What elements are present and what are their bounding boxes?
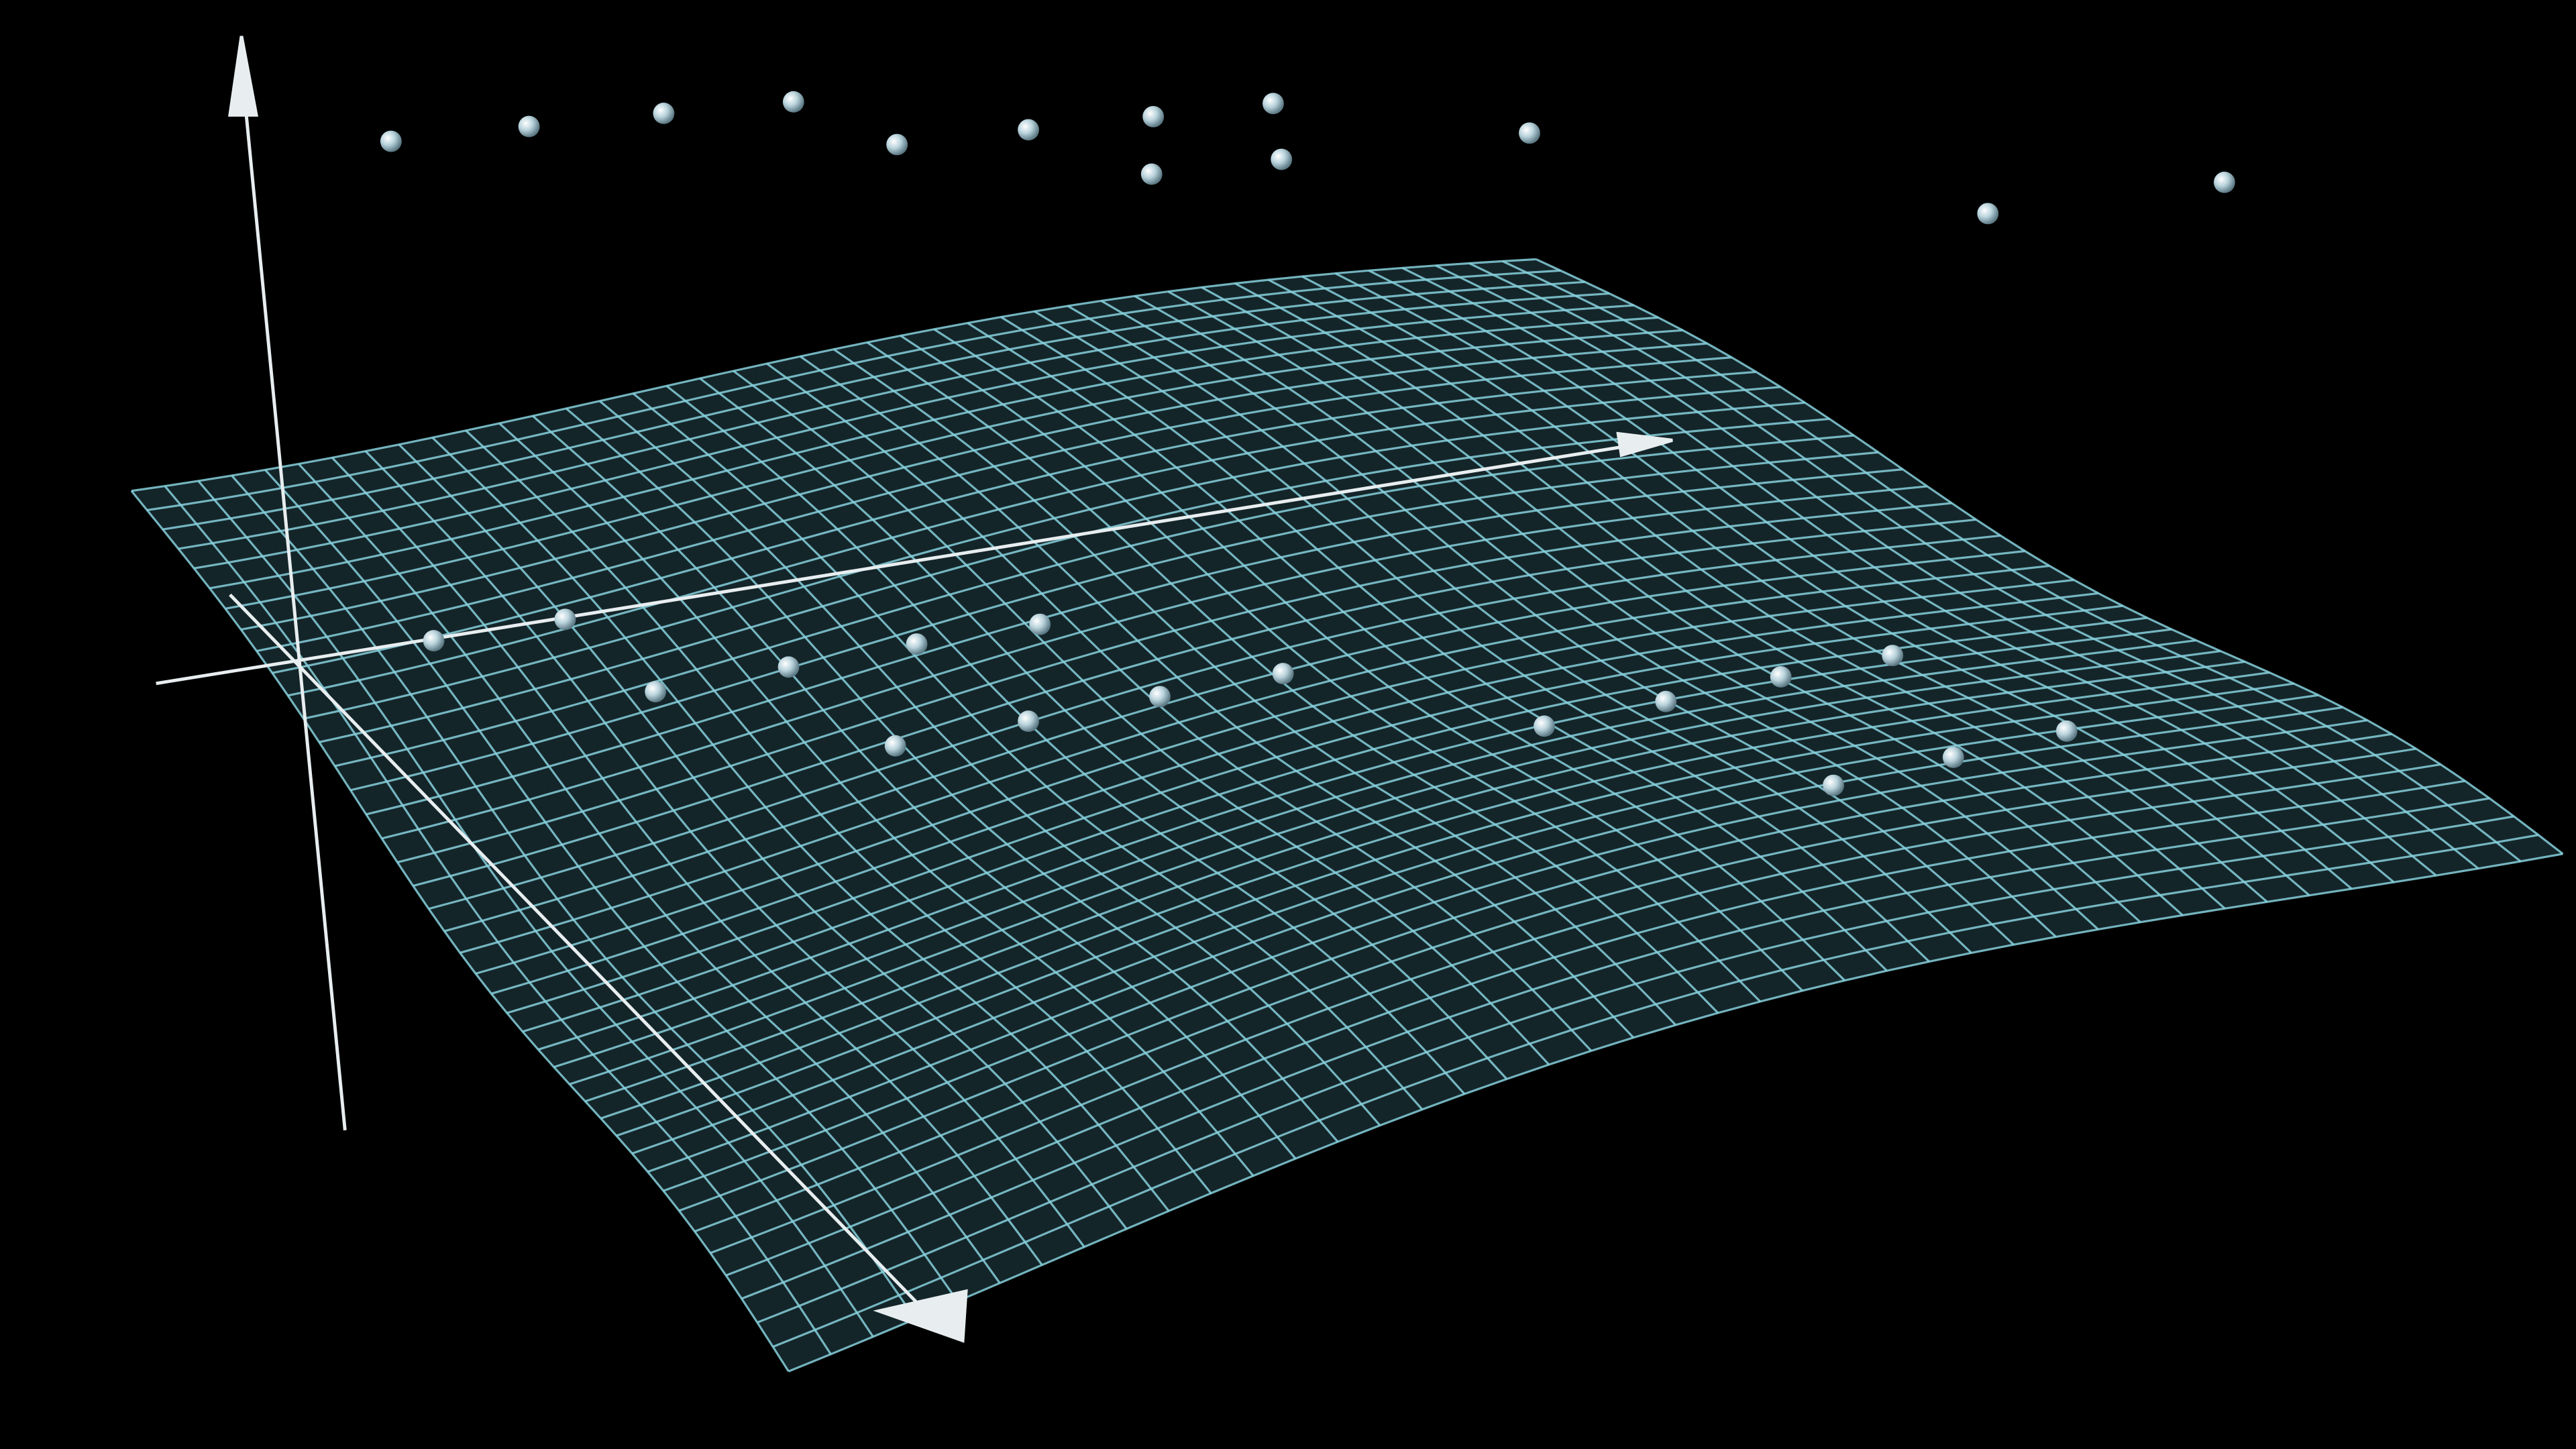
point	[2214, 171, 2235, 193]
grid-line	[1502, 260, 2522, 863]
grid-line	[1334, 272, 2310, 896]
point	[380, 130, 402, 152]
point	[1519, 122, 1540, 144]
point	[782, 91, 804, 113]
point	[645, 681, 667, 702]
point	[1140, 163, 1163, 185]
grid-line	[1468, 262, 2479, 869]
point	[1029, 613, 1051, 635]
axis-arrow	[1616, 431, 1673, 458]
grid-line	[741, 797, 2490, 1300]
point	[1823, 774, 1844, 796]
vertical-axis	[239, 65, 347, 1131]
point	[653, 103, 675, 124]
point	[1534, 715, 1555, 737]
point	[1142, 105, 1165, 127]
axis-arrow	[873, 1289, 968, 1343]
point	[906, 633, 928, 655]
points	[380, 91, 2235, 796]
point	[1770, 666, 1792, 688]
point	[1271, 148, 1293, 170]
grid-line	[788, 853, 2563, 1373]
point	[1018, 119, 1039, 141]
axes	[156, 36, 1673, 1343]
grid-line	[1368, 269, 2353, 890]
grid-line	[757, 815, 2514, 1324]
point	[884, 735, 906, 757]
point	[1272, 663, 1294, 684]
point	[518, 115, 540, 138]
grid-line	[678, 733, 2392, 1212]
point	[554, 608, 576, 631]
grid-line	[725, 780, 2465, 1277]
front-axis	[229, 593, 930, 1316]
depth-axis	[156, 441, 1644, 686]
point	[1018, 710, 1039, 733]
point	[1149, 686, 1171, 708]
grid-line	[710, 763, 2441, 1254]
axis-arrow	[228, 36, 258, 117]
point	[777, 656, 800, 678]
point	[886, 133, 908, 156]
wireframe-surface	[130, 258, 2564, 1373]
grid-line	[1401, 266, 2395, 883]
point	[2055, 720, 2078, 742]
point	[1263, 93, 1284, 115]
point	[1882, 645, 1904, 667]
grid-line	[1536, 258, 2564, 855]
grid-line	[694, 747, 2416, 1233]
point	[1655, 690, 1677, 712]
point	[1942, 747, 1964, 768]
point	[423, 630, 445, 652]
point	[1977, 203, 1999, 225]
grid-line	[772, 834, 2539, 1348]
grid-line	[1435, 264, 2437, 877]
